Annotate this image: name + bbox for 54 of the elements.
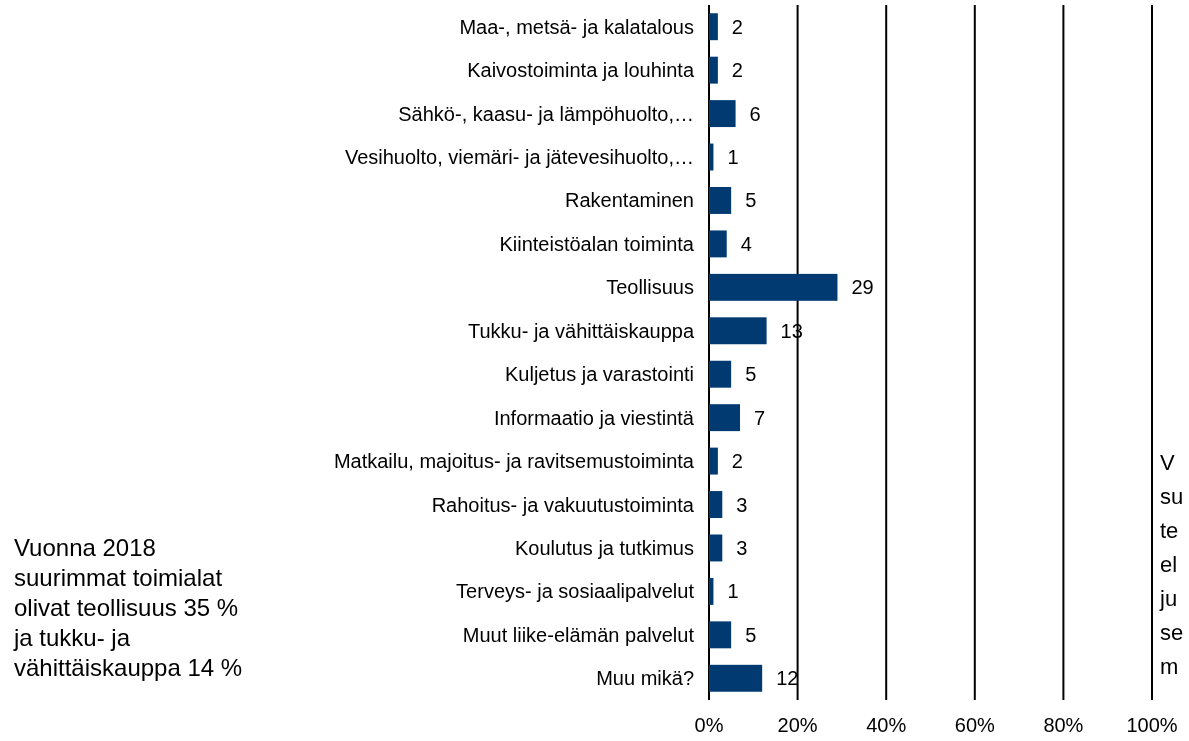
data-label: 4 bbox=[740, 232, 752, 255]
bar bbox=[709, 534, 723, 562]
y-tick-label: Sähkö-, kaasu- ja lämpöhuolto,… bbox=[398, 102, 694, 125]
bar bbox=[709, 404, 741, 432]
y-tick-label: Terveys- ja sosiaalipalvelut bbox=[456, 580, 695, 603]
bar bbox=[709, 56, 718, 84]
bar bbox=[709, 100, 736, 128]
bar bbox=[709, 273, 838, 301]
y-tick-label: Kaivostoiminta ja louhinta bbox=[467, 59, 695, 82]
text: Vuonna 2018 suurimmat toimialat olivat teollisuus 35 % ja tukku- ja vähittäiskauppa 14 % bbox=[13, 534, 243, 681]
y-tick-label: Rakentaminen bbox=[565, 189, 694, 212]
y-tick-label: Kuljetus ja varastointi bbox=[505, 363, 694, 386]
y-tick-label: Matkailu, majoitus- ja ravitsemustoiminta bbox=[333, 450, 695, 473]
x-tick-label: 0% bbox=[694, 714, 724, 736]
bar bbox=[709, 13, 718, 41]
bar bbox=[709, 664, 763, 692]
data-label: 29 bbox=[851, 276, 874, 299]
y-tick-label: Teollisuus bbox=[606, 276, 694, 299]
y-tick-label: Rahoitus- ja vakuutustoiminta bbox=[431, 493, 695, 516]
data-label: 3 bbox=[736, 536, 748, 559]
y-tick-label: Muu mikä? bbox=[596, 667, 694, 690]
bar bbox=[709, 230, 727, 258]
data-label: 2 bbox=[731, 15, 743, 38]
data-label: 5 bbox=[745, 363, 757, 386]
data-label: 1 bbox=[727, 146, 739, 169]
data-label: 5 bbox=[745, 189, 757, 212]
y-tick-label: Vesihuolto, viemäri- ja jätevesihuolto,… bbox=[344, 146, 694, 169]
x-tick-label: 100% bbox=[1126, 714, 1178, 736]
data-label: 2 bbox=[731, 59, 743, 82]
x-tick-label: 80% bbox=[1043, 714, 1084, 736]
y-tick-label: Koulutus ja tutkimus bbox=[515, 536, 694, 559]
bar bbox=[709, 621, 732, 649]
x-tick-label: 20% bbox=[777, 714, 818, 736]
bar bbox=[709, 447, 718, 475]
bar bbox=[709, 317, 767, 345]
y-tick-label: Informaatio ja viestintä bbox=[493, 406, 695, 429]
bar bbox=[709, 577, 714, 605]
y-tick-label: Kiinteistöalan toiminta bbox=[499, 232, 695, 255]
data-label: 6 bbox=[749, 102, 761, 125]
data-label: 3 bbox=[736, 493, 748, 516]
data-label: 2 bbox=[731, 450, 743, 473]
y-tick-label: Muut liike-elämän palvelut bbox=[462, 623, 695, 646]
data-label: 12 bbox=[776, 667, 799, 690]
data-label: 1 bbox=[727, 580, 739, 603]
bar bbox=[709, 360, 732, 388]
x-tick-label: 40% bbox=[866, 714, 907, 736]
text: V su te el ju se m bbox=[1159, 450, 1184, 679]
bar bbox=[709, 187, 732, 214]
data-label: 5 bbox=[745, 623, 757, 646]
y-tick-label: Maa-, metsä- ja kalatalous bbox=[459, 15, 694, 38]
bar bbox=[709, 491, 723, 518]
x-tick-label: 60% bbox=[954, 714, 996, 736]
y-tick-label: Tukku- ja vähittäiskauppa bbox=[467, 319, 695, 342]
data-label: 7 bbox=[754, 406, 766, 429]
